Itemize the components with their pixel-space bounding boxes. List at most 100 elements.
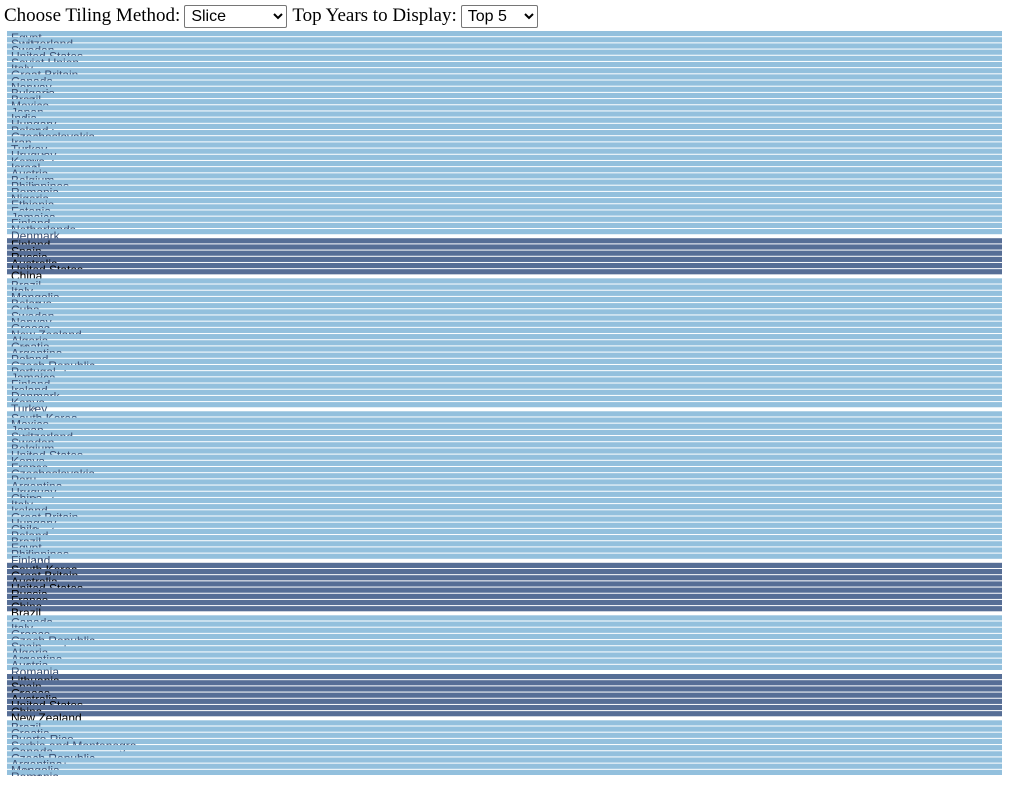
country-tile[interactable] [7, 448, 1002, 454]
country-tile[interactable] [7, 37, 1002, 43]
country-tile[interactable] [7, 627, 1002, 633]
country-tile[interactable] [7, 383, 1002, 389]
country-tile[interactable] [7, 303, 1002, 309]
country-tile[interactable] [7, 99, 1002, 105]
country-tile[interactable] [7, 516, 1002, 522]
country-tile[interactable] [7, 43, 1002, 49]
country-tile[interactable] [7, 290, 1002, 296]
country-tile[interactable] [7, 238, 1002, 244]
country-tile[interactable] [7, 269, 1002, 275]
country-tile[interactable] [7, 652, 1002, 658]
country-tile[interactable] [7, 510, 1002, 516]
country-tile[interactable] [7, 692, 1002, 698]
country-tile[interactable] [7, 522, 1002, 528]
country-tile[interactable] [7, 68, 1002, 74]
country-tile[interactable] [7, 256, 1002, 262]
country-tile[interactable] [7, 417, 1002, 423]
country-tile[interactable] [7, 80, 1002, 86]
country-tile[interactable] [7, 738, 1002, 745]
country-tile[interactable] [7, 664, 1002, 670]
country-tile[interactable] [7, 658, 1002, 664]
country-tile[interactable] [7, 763, 1002, 769]
country-tile[interactable] [7, 547, 1002, 553]
country-tile[interactable] [7, 429, 1002, 436]
country-tile[interactable] [7, 581, 1002, 587]
country-tile[interactable] [7, 142, 1002, 148]
country-tile[interactable] [7, 364, 1002, 371]
country-tile[interactable] [7, 751, 1002, 757]
country-tile[interactable] [7, 704, 1002, 711]
country-tile[interactable] [7, 587, 1002, 593]
country-tile[interactable] [7, 250, 1002, 256]
country-tile[interactable] [7, 216, 1002, 222]
country-tile[interactable] [7, 92, 1002, 99]
country-tile[interactable] [7, 575, 1002, 581]
country-tile[interactable] [7, 148, 1002, 154]
country-tile[interactable] [7, 680, 1002, 686]
country-tile[interactable] [7, 673, 1002, 680]
country-tile[interactable] [7, 49, 1002, 55]
country-tile[interactable] [7, 185, 1002, 191]
country-tile[interactable] [7, 321, 1002, 327]
country-tile[interactable] [7, 327, 1002, 334]
country-tile[interactable] [7, 111, 1002, 117]
country-tile[interactable] [7, 395, 1002, 402]
country-tile[interactable] [7, 358, 1002, 364]
country-tile[interactable] [7, 593, 1002, 599]
country-tile[interactable] [7, 262, 1002, 269]
country-tile[interactable] [7, 460, 1002, 466]
country-tile[interactable] [7, 473, 1002, 479]
country-tile[interactable] [7, 296, 1002, 303]
country-tile[interactable] [7, 210, 1002, 216]
country-tile[interactable] [7, 640, 1002, 646]
country-tile[interactable] [7, 621, 1002, 627]
country-tile[interactable] [7, 633, 1002, 640]
country-tile[interactable] [7, 442, 1002, 448]
country-tile[interactable] [7, 309, 1002, 315]
country-tile[interactable] [7, 562, 1002, 568]
country-tile[interactable] [7, 698, 1002, 704]
country-tile[interactable] [7, 466, 1002, 473]
country-tile[interactable] [7, 436, 1002, 442]
country-tile[interactable] [7, 229, 1002, 235]
country-tile[interactable] [7, 720, 1002, 726]
country-tile[interactable] [7, 244, 1002, 250]
country-tile[interactable] [7, 745, 1002, 751]
country-tile[interactable] [7, 315, 1002, 321]
country-tile[interactable] [7, 86, 1002, 92]
country-tile[interactable] [7, 117, 1002, 123]
country-tile[interactable] [7, 599, 1002, 606]
country-tile[interactable] [7, 491, 1002, 497]
country-tile[interactable] [7, 732, 1002, 738]
country-tile[interactable] [7, 136, 1002, 142]
country-tile[interactable] [7, 334, 1002, 340]
country-tile[interactable] [7, 130, 1002, 136]
country-tile[interactable] [7, 606, 1002, 612]
country-tile[interactable] [7, 173, 1002, 179]
country-tile[interactable] [7, 726, 1002, 732]
country-tile[interactable] [7, 615, 1002, 621]
country-tile[interactable] [7, 123, 1002, 130]
country-tile[interactable] [7, 74, 1002, 80]
country-tile[interactable] [7, 31, 1002, 37]
country-tile[interactable] [7, 191, 1002, 198]
country-tile[interactable] [7, 204, 1002, 210]
country-tile[interactable] [7, 346, 1002, 352]
country-tile[interactable] [7, 377, 1002, 383]
country-tile[interactable] [7, 284, 1002, 290]
country-tile[interactable] [7, 61, 1002, 68]
country-tile[interactable] [7, 497, 1002, 504]
country-tile[interactable] [7, 504, 1002, 510]
country-tile[interactable] [7, 686, 1002, 692]
country-tile[interactable] [7, 535, 1002, 541]
top-years-select[interactable]: Top 5 [460, 4, 538, 28]
country-tile[interactable] [7, 198, 1002, 204]
country-tile[interactable] [7, 757, 1002, 763]
country-tile[interactable] [7, 160, 1002, 167]
country-tile[interactable] [7, 528, 1002, 535]
tiling-method-select[interactable]: Slice [184, 4, 288, 28]
country-tile[interactable] [7, 352, 1002, 358]
country-tile[interactable] [7, 553, 1002, 559]
country-tile[interactable] [7, 454, 1002, 460]
country-tile[interactable] [7, 411, 1002, 417]
